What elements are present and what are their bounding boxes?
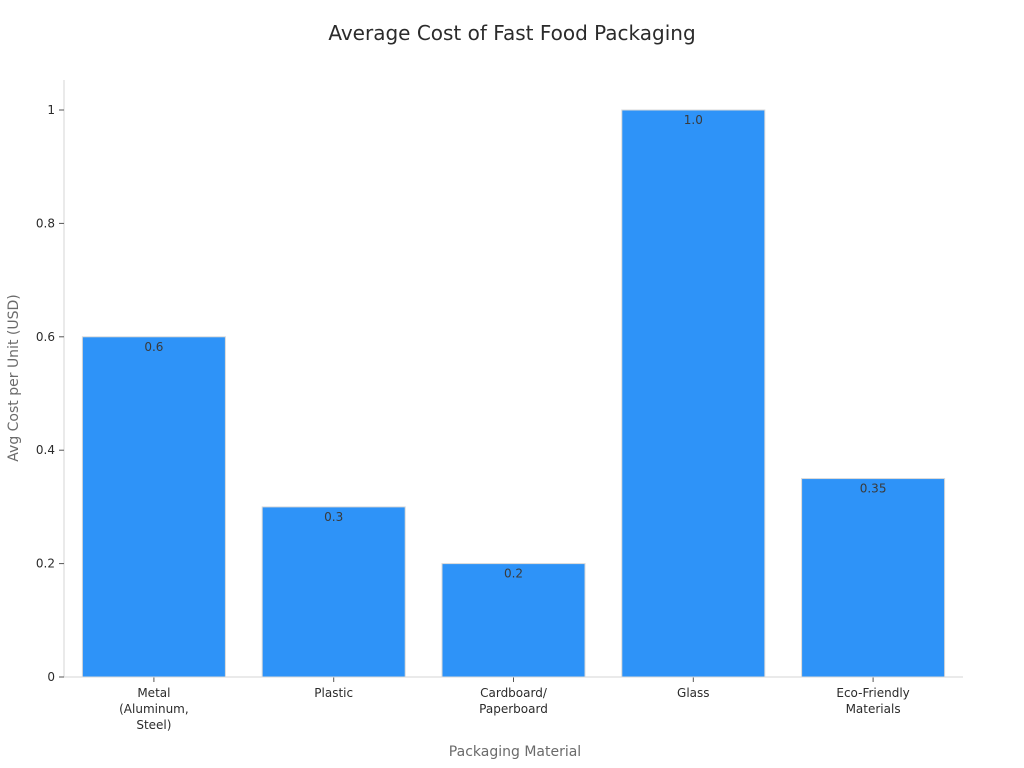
bars [81,109,946,678]
x-tick-label-line: Metal [137,686,170,700]
bar [621,109,766,678]
x-tick-label-line: Plastic [314,686,353,700]
y-axis-label: Avg Cost per Unit (USD) [6,294,22,461]
y-tick-label: 0.8 [36,216,55,230]
x-tick-label-line: (Aluminum, [119,702,189,716]
bar [261,506,406,678]
bar-value-label: 1.0 [684,113,703,127]
chart-title: Average Cost of Fast Food Packaging [328,21,695,45]
y-tick-label: 0.2 [36,557,55,571]
x-tick-label-line: Eco-Friendly [836,686,909,700]
x-tick-label-line: Steel) [136,718,171,732]
x-tick-label-line: Materials [846,702,901,716]
bar [81,336,226,678]
y-tick-label: 0 [47,670,55,684]
x-axis-label: Packaging Material [449,744,581,760]
bar-value-label: 0.2 [504,567,523,581]
bar-value-label: 0.6 [144,340,163,354]
bar-value-label: 0.3 [324,510,343,524]
labels: 0 0.2 0.4 0.6 0.8 1 0.6 Metal (Aluminum, Steel) 0.… [36,103,910,732]
bar-value-label: 0.35 [860,482,887,496]
y-tick-label: 0.6 [36,330,55,344]
x-tick-label: Glass [677,686,710,700]
bar [441,563,586,678]
x-tick-label: Plastic [314,686,353,700]
x-tick-label-line: Glass [677,686,710,700]
x-tick-label: Eco-Friendly Materials [836,686,909,716]
x-tick-label-line: Cardboard/ [480,686,548,700]
y-tick-label: 0.4 [36,443,55,457]
x-tick-label-line: Paperboard [479,702,548,716]
bar [801,478,946,678]
y-tick-label: 1 [47,103,55,117]
x-tick-label: Cardboard/Paperboard [479,686,548,716]
x-tick-label: Metal (Aluminum, Steel) [119,686,189,732]
